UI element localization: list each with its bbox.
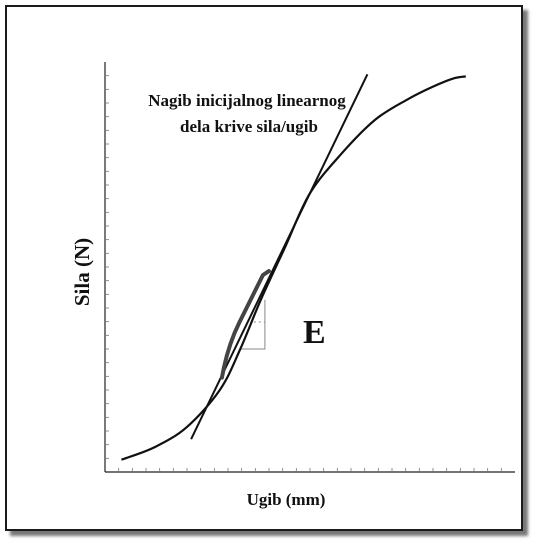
x-axis-label: Ugib (mm) [247,490,326,509]
chart: Nagib inicijalnog linearnog dela krive s… [70,62,515,509]
slope-triangle [240,299,266,350]
annotation-line-2: dela krive sila/ugib [180,117,318,136]
linear-region-highlight [219,269,271,380]
y-axis-label: Sila (N) [70,238,94,306]
annotation-line-1: Nagib inicijalnog linearnog [148,91,346,110]
chart-frame: Nagib inicijalnog linearnog dela krive s… [5,5,523,531]
x-axis-ticks [118,468,502,472]
y-axis-ticks [105,75,109,459]
slope-label: E [303,314,326,351]
